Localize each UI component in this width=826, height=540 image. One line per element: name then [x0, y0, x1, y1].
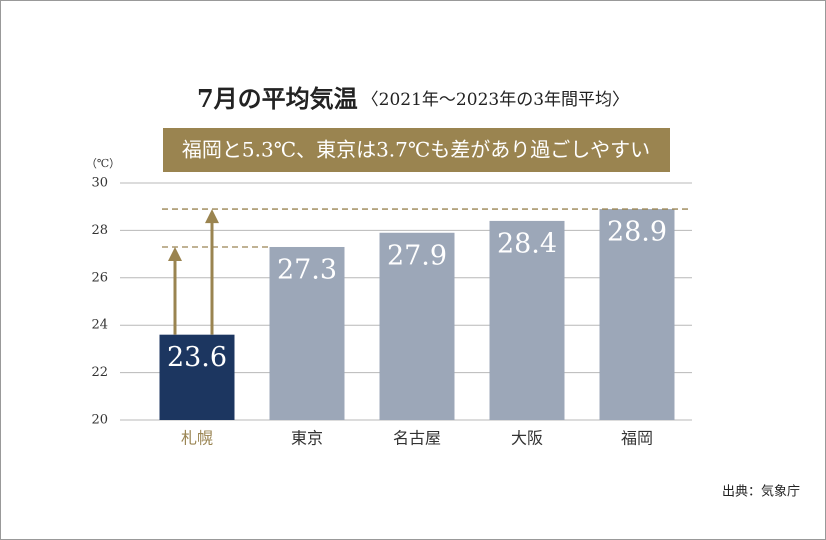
value-label: 28.9 [607, 217, 667, 248]
y-tick-label: 24 [91, 318, 108, 333]
arrow-head [205, 209, 219, 224]
value-label: 27.3 [277, 254, 337, 285]
chart-title-line: 7月の平均気温 〈2021年～2023年の3年間平均〉 [197, 84, 629, 113]
value-label: 23.6 [167, 342, 227, 373]
y-tick-label: 22 [91, 365, 108, 380]
bar [269, 246, 345, 420]
bar [599, 209, 675, 420]
bar [489, 220, 565, 420]
value-label: 27.9 [387, 240, 447, 271]
y-tick-label: 30 [91, 176, 108, 191]
x-tick-label: 大阪 [511, 429, 543, 448]
chart-subtitle: 〈2021年～2023年の3年間平均〉 [362, 90, 629, 110]
annotation: 福岡と5.3℃、東京は3.7℃も差があり過ごしやすい [182, 138, 650, 162]
bar [379, 232, 455, 420]
bar [159, 334, 235, 420]
y-unit: （℃） [86, 157, 120, 170]
x-tick-label: 名古屋 [393, 429, 441, 448]
annotation-banner [163, 128, 670, 172]
x-tick-label: 札幌 [181, 429, 213, 448]
y-tick-label: 20 [91, 413, 108, 428]
y-tick-label: 28 [91, 223, 108, 238]
value-label: 28.4 [497, 228, 557, 259]
arrow-head [168, 246, 182, 261]
x-tick-label: 東京 [291, 429, 323, 448]
chart-title: 7月の平均気温 [197, 84, 358, 113]
x-tick-label: 福岡 [621, 429, 653, 448]
y-tick-label: 26 [91, 270, 108, 285]
source: 出典：気象庁 [722, 484, 800, 500]
